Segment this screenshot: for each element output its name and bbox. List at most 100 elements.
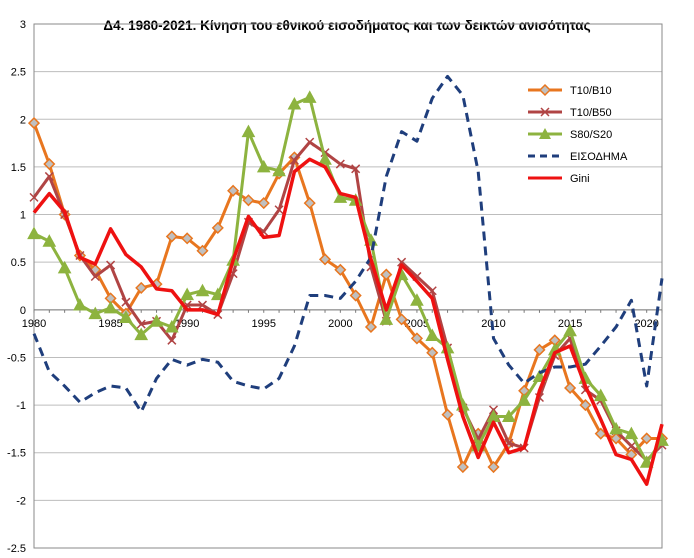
legend-label: Gini [570,173,590,185]
data-point [593,388,608,402]
legend-item: T10/B50 [528,107,612,119]
legend-marker [538,83,552,97]
data-point [227,184,240,197]
data-point [43,157,56,171]
data-point [195,283,210,297]
series-line [32,122,662,469]
data-point [380,268,393,281]
data-point [196,244,209,257]
legend-label: T10/B50 [570,107,612,119]
y-tick-label: 3 [20,19,26,31]
y-tick-label: -1 [16,400,26,412]
data-point [257,197,270,210]
data-point [579,399,592,412]
data-point [180,287,195,301]
data-point [167,335,177,345]
data-point [134,327,149,341]
series-line [32,74,664,414]
series-gini [32,157,664,486]
legend-item: T10/B10 [528,83,612,97]
data-point [594,427,607,440]
data-point [88,306,103,320]
data-point [136,319,146,329]
data-point [609,421,623,435]
x-tick-label: 1995 [252,318,276,330]
y-tick-label: 0 [20,305,26,317]
data-point [351,164,361,174]
data-point [441,408,454,421]
data-point [397,257,407,267]
legend-item: S80/S20 [528,128,612,141]
y-tick-label: -0.5 [7,352,26,364]
data-point [639,455,654,468]
y-tick-label: -1.5 [7,448,26,460]
data-point [318,253,332,266]
series-line [33,95,664,464]
data-point [27,117,41,130]
data-point [364,320,378,334]
y-tick-label: 2.5 [11,67,26,79]
data-point [274,205,284,215]
legend-label: ΕΙΣΟΔΗΜΑ [570,151,628,163]
data-point [197,300,208,310]
series-εισοδημα [32,74,664,414]
data-point [379,312,394,325]
legend-label: S80/S20 [570,129,612,141]
data-point [456,460,469,474]
x-tick-label: 2020 [634,318,658,330]
legend-item: ΕΙΣΟΔΗΜΑ [528,151,628,163]
data-point [333,190,348,203]
data-point [487,460,500,474]
series-line [32,157,664,486]
data-point [73,298,87,311]
y-tick-label: 1.5 [11,162,26,174]
series-t10-b10 [27,117,669,474]
data-point [425,328,440,342]
legend-label: T10/B10 [570,85,612,97]
data-point [563,323,577,337]
data-point [210,287,225,301]
data-point [533,343,546,356]
data-point [426,346,439,359]
data-point [334,263,347,276]
data-point [609,432,623,445]
x-tick-label: 1980 [22,318,46,330]
data-point [181,232,194,245]
legend-item: Gini [528,173,590,185]
data-point [626,441,636,451]
series-t10-b50 [29,137,667,465]
data-point [302,90,317,103]
data-point [640,432,653,445]
data-point [395,313,408,326]
data-point [303,197,316,210]
legend: T10/B10 T10/B50 S80/S20 ΕΙΣΟΔΗΜΑ Gini [528,83,628,185]
plot-area-border [33,23,663,549]
data-point [90,271,100,282]
data-point [410,332,423,345]
data-point [121,297,131,307]
data-point [349,289,362,302]
data-point [29,192,39,202]
data-point [564,381,577,395]
legend-marker [539,128,551,139]
x-tick-label: 1985 [98,318,122,330]
data-point [335,159,345,169]
data-point [44,171,54,181]
series-s80-s20 [27,90,669,468]
y-tick-label: 1 [20,210,26,222]
data-point [103,300,118,314]
data-point [165,230,178,243]
data-point [289,155,299,165]
data-point [241,124,256,138]
y-tick-label: 2 [20,114,26,126]
data-point [318,152,332,165]
data-point [149,314,164,327]
x-tick-label: 2000 [328,318,352,330]
data-point [305,137,315,147]
data-point [42,234,57,247]
data-point [27,226,41,240]
data-point [624,426,639,440]
data-point [272,163,286,177]
